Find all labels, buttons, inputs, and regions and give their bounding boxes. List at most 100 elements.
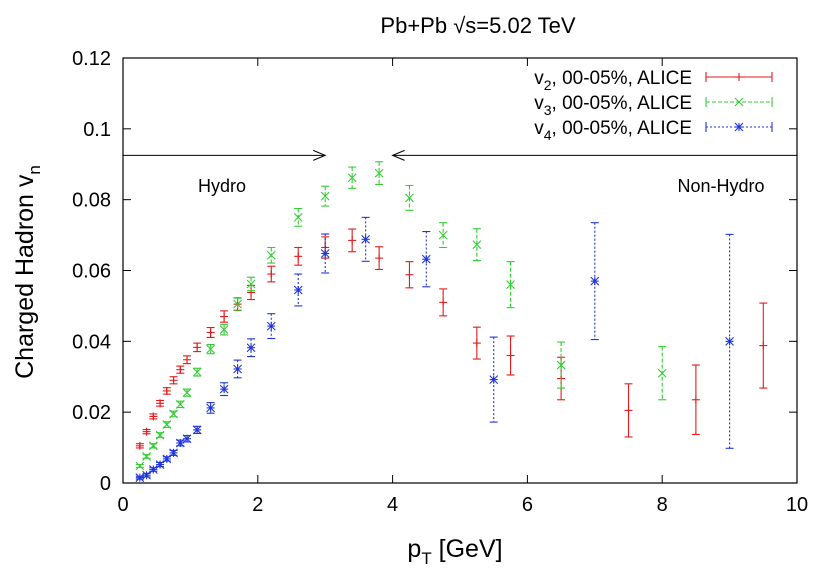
data-point-stroke <box>219 325 229 335</box>
data-point <box>142 470 151 480</box>
error-bar <box>294 273 303 307</box>
y-tick-label: 0.04 <box>72 331 111 353</box>
data-point <box>169 376 178 385</box>
data-point <box>220 312 229 321</box>
data-point <box>169 409 178 419</box>
y-tick-label: 0.08 <box>72 190 111 212</box>
data-point-stroke <box>361 234 371 244</box>
y-axis-title-sub: n <box>25 165 44 174</box>
y-axis-title-main: Charged Hadron v <box>11 174 39 379</box>
x-axis-title: pT [GeV] <box>407 535 502 568</box>
data-point-stroke <box>192 425 202 435</box>
hydro-label: Hydro <box>198 176 246 196</box>
non-hydro-arrow-head <box>391 149 405 161</box>
data-point <box>506 280 515 290</box>
data-point <box>142 427 151 436</box>
hydro-arrow-head <box>313 149 327 161</box>
x-tick-label: 0 <box>117 494 128 516</box>
data-point-stroke <box>135 473 145 483</box>
data-point-stroke <box>405 193 414 203</box>
series-v3 <box>135 161 667 471</box>
series-layer <box>135 161 768 483</box>
data-point-stroke <box>142 452 151 461</box>
data-point-stroke <box>219 384 229 394</box>
data-point-stroke <box>293 285 303 295</box>
data-point-stroke <box>246 343 256 353</box>
data-point <box>206 328 215 337</box>
data-point <box>294 252 303 261</box>
legend-label-main: v <box>534 118 544 139</box>
series-v4 <box>135 216 734 483</box>
legend-item-v3: v3, 00-05%, ALICE <box>534 93 773 118</box>
data-point-stroke <box>438 230 448 240</box>
data-point-stroke <box>135 461 145 471</box>
data-point-stroke <box>347 173 357 183</box>
legend-label-main: v <box>534 68 544 89</box>
y-tick-label: 0.06 <box>72 261 111 283</box>
error-bar <box>725 233 734 449</box>
data-point <box>148 465 158 474</box>
data-point <box>348 236 357 245</box>
error-bar <box>422 230 431 288</box>
legend-label: v2, 00-05%, ALICE <box>534 68 692 93</box>
data-point <box>375 254 384 263</box>
data-point <box>759 341 768 350</box>
data-point-stroke <box>374 168 384 178</box>
legend-label-sub: 3 <box>544 102 552 118</box>
data-point <box>175 399 185 409</box>
data-point-stroke <box>590 276 600 286</box>
legend-label-sub: 2 <box>544 77 552 93</box>
y-tick-label: 0.1 <box>83 119 111 141</box>
x-axis-title-unit: [GeV] <box>432 535 503 563</box>
data-point-stroke <box>657 368 667 378</box>
data-point <box>149 412 158 421</box>
data-point-stroke <box>293 212 303 222</box>
data-point <box>183 355 192 364</box>
data-point-stroke <box>162 420 172 429</box>
data-point <box>374 168 384 178</box>
x-tick-label: 4 <box>387 494 398 516</box>
data-point-stroke <box>169 448 178 458</box>
data-point-stroke <box>725 336 734 346</box>
x-tick-label: 8 <box>657 494 668 516</box>
legend-item-v4: v4, 00-05%, ALICE <box>534 118 773 143</box>
data-point <box>148 441 158 451</box>
data-point <box>556 360 566 370</box>
data-point <box>176 365 185 374</box>
annotations <box>123 149 797 161</box>
error-bar <box>375 161 384 185</box>
x-axis-title-sub: T <box>421 549 431 568</box>
data-point-stroke <box>506 280 515 290</box>
data-point <box>267 270 276 279</box>
data-point-stroke <box>421 254 431 264</box>
data-point <box>293 285 303 295</box>
data-point <box>657 368 667 378</box>
x-tick-label: 6 <box>522 494 533 516</box>
non-hydro-label: Non-Hydro <box>677 176 764 196</box>
data-point-stroke <box>320 191 330 201</box>
error-bar <box>590 222 599 341</box>
data-point <box>691 395 700 404</box>
data-point-stroke <box>148 441 158 451</box>
data-point-stroke <box>206 403 216 413</box>
data-point <box>156 399 165 408</box>
x-axis-title-main: p <box>407 535 421 563</box>
data-point <box>162 386 171 395</box>
data-point <box>405 270 414 279</box>
data-point-stroke <box>182 388 192 398</box>
legend-marker <box>734 97 744 107</box>
data-point <box>405 193 414 203</box>
data-point-stroke <box>233 299 242 309</box>
data-point <box>725 336 734 346</box>
error-bar <box>557 341 566 389</box>
error-bar <box>348 166 357 189</box>
data-point <box>506 351 515 360</box>
y-tick-label: 0 <box>100 473 111 495</box>
axis-ticks: 0 2 4 6 8 10 0 0.02 0.04 0.06 0.08 0.1 0.12 <box>72 48 808 516</box>
data-point-stroke <box>182 434 192 444</box>
data-point <box>182 388 192 398</box>
data-point-stroke <box>206 344 216 354</box>
data-point-stroke <box>148 465 158 474</box>
